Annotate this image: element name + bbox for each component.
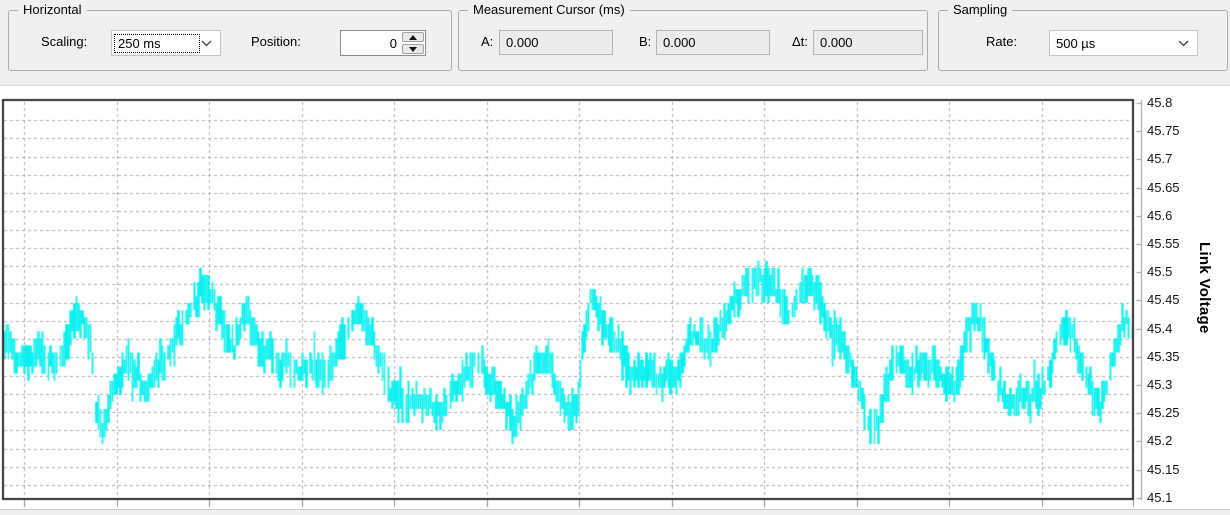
position-label: Position: (251, 34, 301, 49)
bottom-panel-edge (0, 509, 1230, 515)
y-tick-label: 45.75 (1147, 123, 1180, 139)
y-tick-label: 45.1 (1147, 489, 1173, 505)
y-tick-label: 45.6 (1147, 207, 1173, 223)
y-tick-label: 45.55 (1147, 236, 1180, 251)
cursor-delta-t-label: Δt: (792, 34, 808, 49)
toolbar: Horizontal Scaling: 250 ms Position: (0, 0, 1230, 86)
rate-combobox-value: 500 µs (1056, 35, 1096, 51)
position-input[interactable] (341, 31, 401, 55)
position-spin-buttons (401, 31, 425, 55)
y-tick-label: 45.4 (1147, 320, 1173, 336)
y-tick-label: 45.7 (1147, 151, 1173, 167)
y-tick-label: 45.35 (1147, 348, 1180, 364)
rate-label: Rate: (986, 34, 1018, 49)
y-tick-label: 45.2 (1147, 433, 1173, 449)
cursor-b-label: B: (639, 34, 652, 49)
y-tick-label: 45.8 (1147, 95, 1173, 110)
y-tick-label: 45.15 (1147, 461, 1180, 477)
cursor-a-field: 0.000 (499, 30, 613, 55)
chevron-down-icon[interactable] (1178, 40, 1189, 47)
chevron-down-icon[interactable] (201, 40, 212, 47)
y-tick-label: 45.25 (1147, 405, 1180, 421)
cursor-b-field: 0.000 (656, 30, 770, 55)
arrow-down-icon (409, 46, 417, 52)
y-axis-title: Link Voltage (1196, 242, 1213, 334)
cursor-delta-t-field: 0.000 (813, 30, 923, 55)
scaling-combobox[interactable]: 250 ms (111, 30, 221, 56)
measurement-cursor-group-title: Measurement Cursor (ms) (468, 2, 630, 18)
y-tick-label: 45.5 (1147, 264, 1173, 280)
y-tick-label: 45.65 (1147, 179, 1180, 195)
scaling-label: Scaling: (41, 34, 88, 49)
y-tick-label: 45.3 (1147, 377, 1173, 392)
cursor-a-label: A: (481, 34, 494, 49)
sampling-group: Sampling Rate: 500 µs (938, 2, 1228, 71)
position-spinbox (340, 30, 426, 56)
arrow-up-icon (409, 34, 417, 40)
measurement-cursor-group: Measurement Cursor (ms) A: 0.000 B: 0.00… (458, 2, 928, 71)
horizontal-group: Horizontal Scaling: 250 ms Position: (8, 2, 452, 71)
rate-combobox[interactable]: 500 µs (1049, 30, 1198, 56)
sampling-group-title: Sampling (948, 2, 1013, 18)
spin-down-button[interactable] (402, 44, 424, 54)
horizontal-group-title: Horizontal (18, 2, 87, 18)
scaling-combobox-value: 250 ms (114, 33, 200, 53)
spin-up-button[interactable] (402, 32, 424, 42)
y-tick-label: 45.45 (1147, 292, 1180, 308)
